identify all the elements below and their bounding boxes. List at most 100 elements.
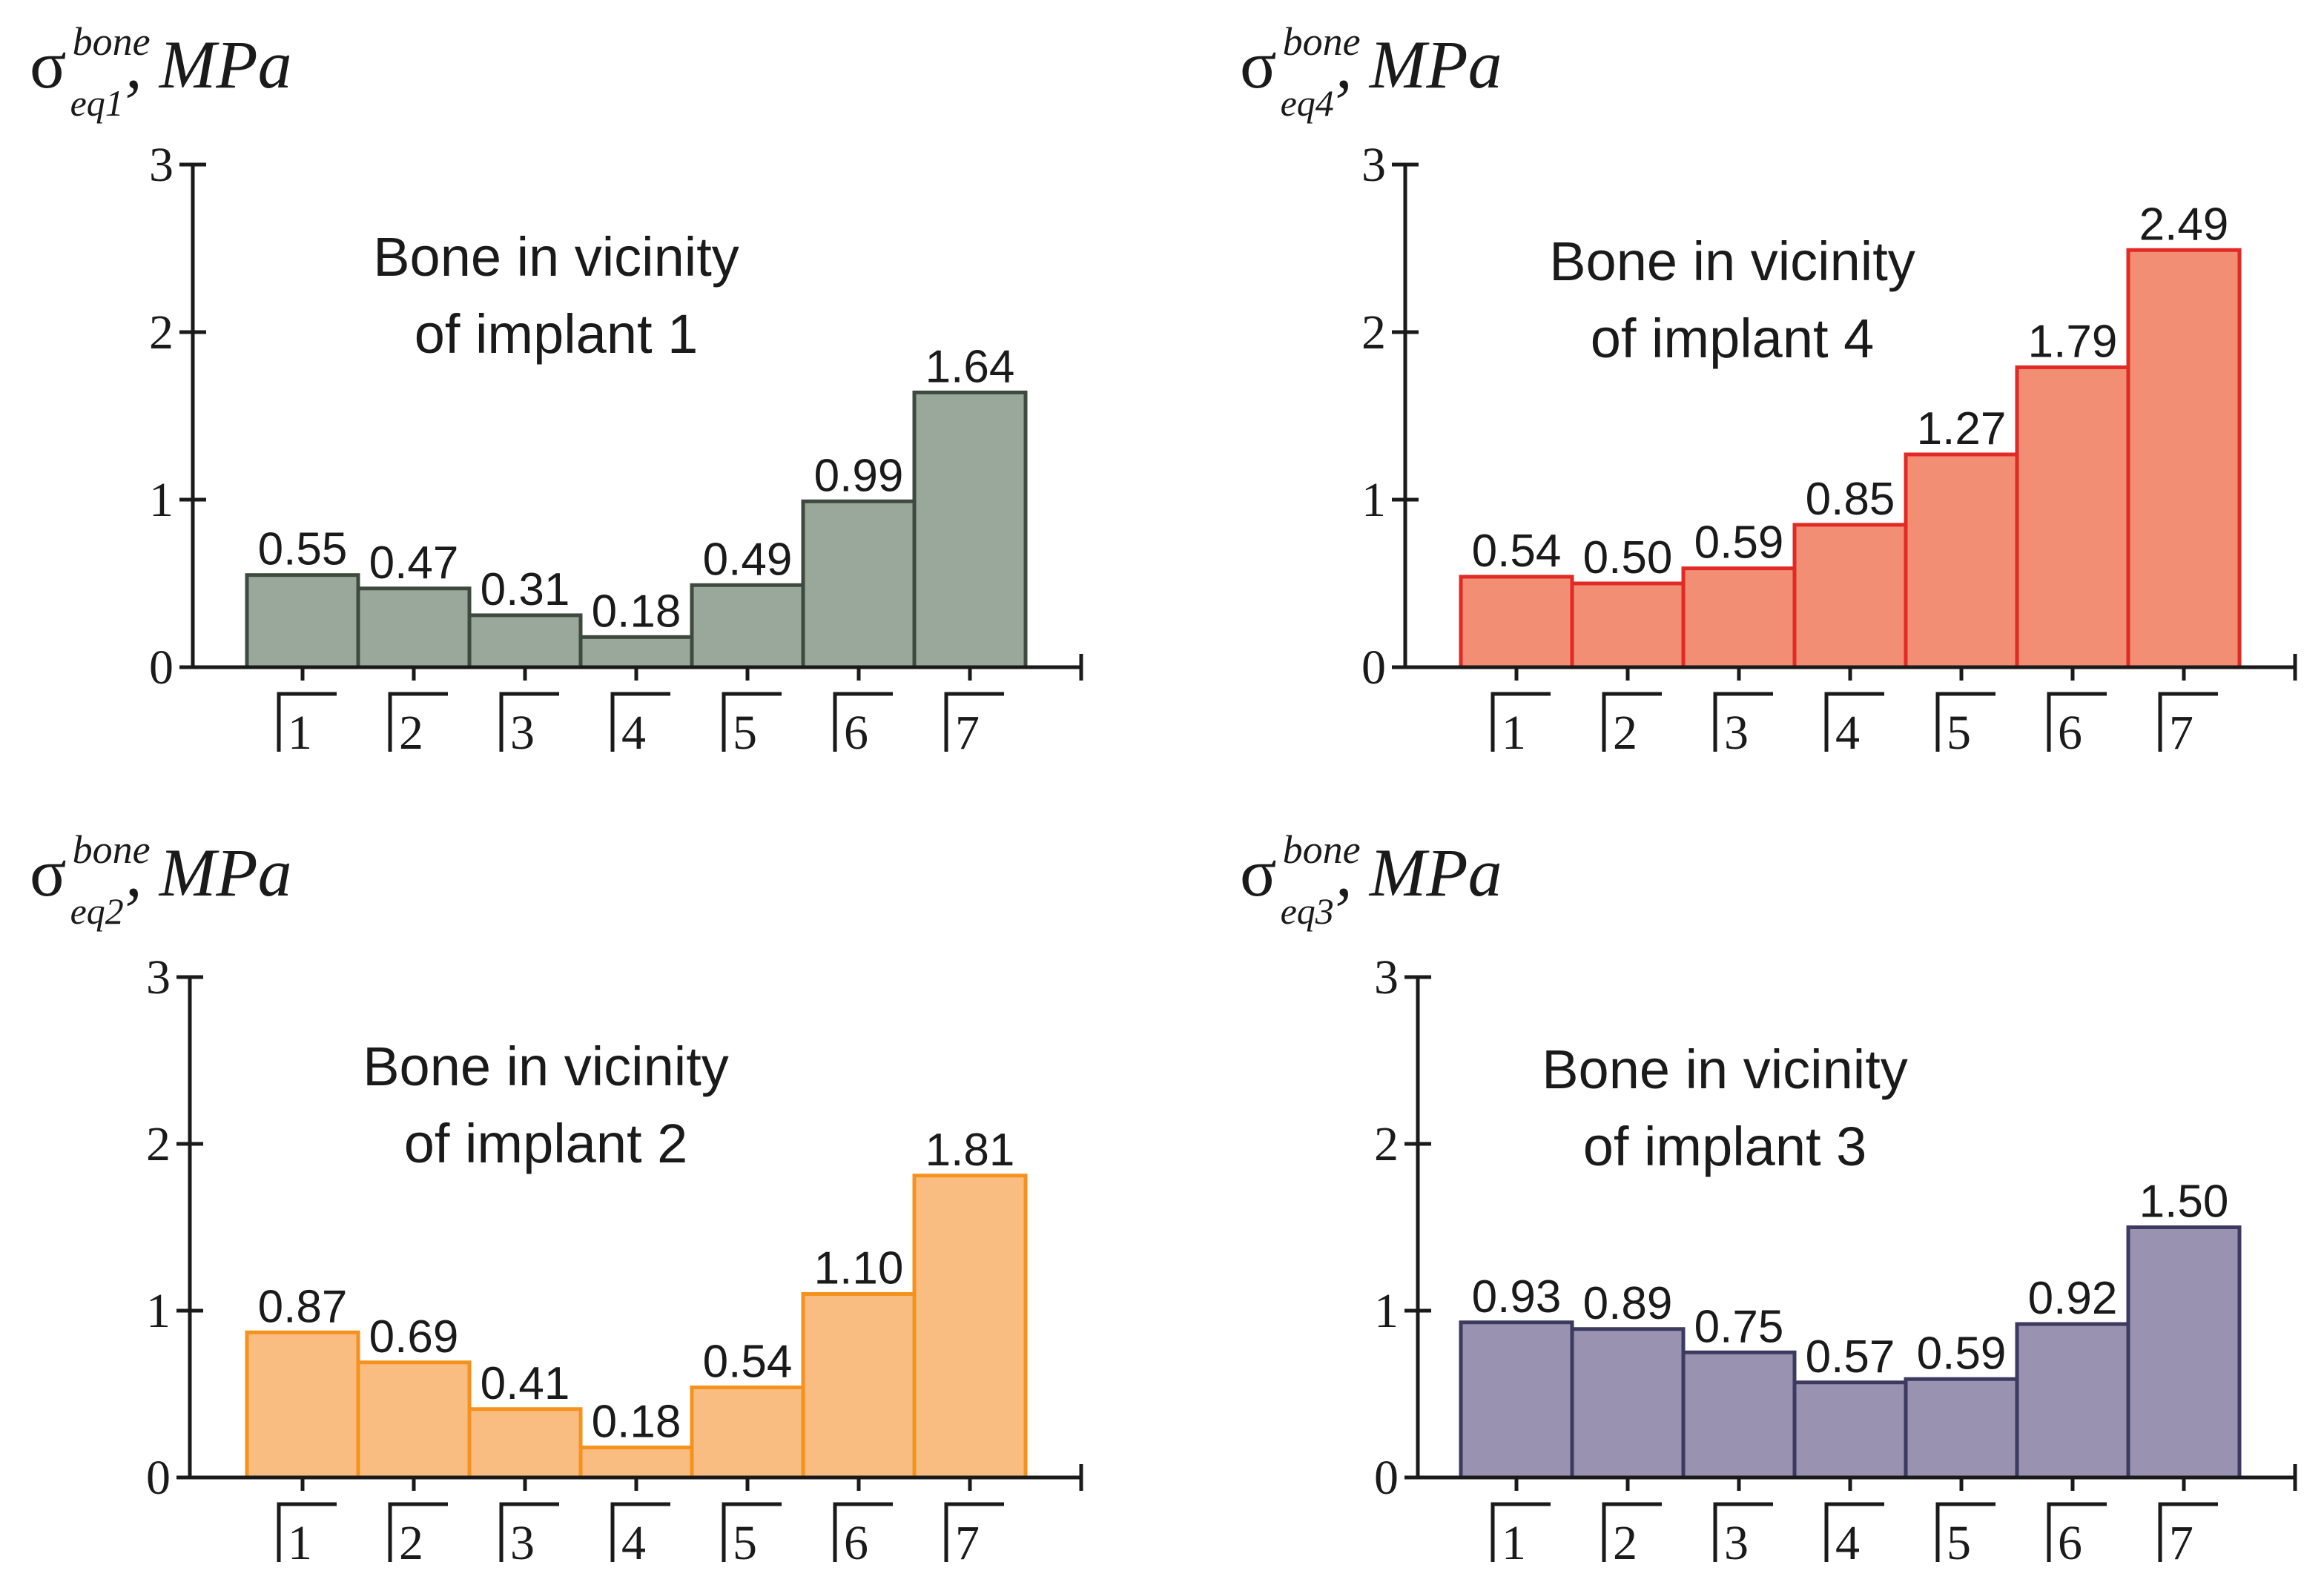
data-label: 0.18 xyxy=(592,1397,681,1448)
y-tick-label: 1 xyxy=(1374,1284,1399,1338)
chart-title-line: of implant 3 xyxy=(1583,1116,1867,1177)
x-tick-bracket xyxy=(1602,1502,1662,1562)
x-tick-label: 5 xyxy=(733,1516,757,1570)
y-axis-symbol: σ xyxy=(1240,835,1277,910)
bar xyxy=(2126,248,2242,669)
y-tick-label: 0 xyxy=(1361,641,1386,695)
x-tick-label: 1 xyxy=(1502,706,1526,760)
y-axis-superscript: bone xyxy=(1283,827,1361,872)
y-axis-superscript: bone xyxy=(73,827,151,872)
bar xyxy=(2015,365,2130,669)
bar xyxy=(690,1386,805,1480)
data-label: 2.49 xyxy=(2139,199,2229,250)
x-tick-label: 4 xyxy=(1835,1516,1860,1570)
bar xyxy=(1904,452,2019,669)
y-tick-label: 1 xyxy=(149,473,174,527)
data-label: 0.69 xyxy=(369,1311,459,1363)
data-label: 0.92 xyxy=(2028,1273,2118,1324)
y-axis-subscript: eq1 xyxy=(70,82,124,124)
x-tick-label: 2 xyxy=(1613,706,1637,760)
y-axis-symbol: σ xyxy=(30,835,67,910)
bar xyxy=(801,1292,917,1480)
data-label: 0.49 xyxy=(703,534,793,585)
y-tick-label: 3 xyxy=(149,138,174,192)
y-tick-label: 2 xyxy=(1361,305,1386,360)
x-tick-bracket xyxy=(722,1502,782,1562)
x-tick-bracket xyxy=(388,1502,448,1562)
data-label: 0.59 xyxy=(1917,1328,2007,1379)
y-tick-label: 3 xyxy=(146,950,171,1005)
data-label: 1.79 xyxy=(2028,316,2118,367)
y-tick-label: 0 xyxy=(1374,1451,1399,1505)
x-tick-label: 4 xyxy=(621,1516,646,1570)
y-tick-label: 1 xyxy=(1361,473,1386,527)
bar xyxy=(1459,1320,1574,1480)
y-tick-label: 2 xyxy=(1374,1117,1399,1171)
x-tick-label: 3 xyxy=(510,1516,535,1570)
data-label: 0.93 xyxy=(1472,1271,1562,1323)
data-label: 0.31 xyxy=(481,564,570,615)
x-tick-bracket xyxy=(1935,692,1995,752)
chart-implant1: σ bone eq1, MPa 0.55 0.47 0.31 0.18 0.49 0.99 1.6… xyxy=(30,19,1083,760)
data-label: 1.27 xyxy=(1917,403,2007,454)
y-axis-unit: , MPa xyxy=(1336,27,1502,102)
x-tick-bracket xyxy=(2158,692,2218,752)
y-tick-label: 2 xyxy=(146,1117,171,1171)
data-label: 0.89 xyxy=(1583,1278,1673,1329)
x-tick-bracket xyxy=(388,692,448,752)
data-label: 0.54 xyxy=(703,1337,793,1388)
y-tick-label: 3 xyxy=(1361,138,1386,192)
x-tick-bracket xyxy=(1602,692,1662,752)
y-axis-unit: , MPa xyxy=(125,835,292,910)
x-tick-label: 4 xyxy=(1835,706,1860,760)
x-tick-label: 5 xyxy=(1947,706,1971,760)
x-tick-label: 3 xyxy=(510,706,535,760)
data-label: 1.64 xyxy=(925,341,1015,392)
x-tick-bracket xyxy=(2047,1502,2107,1562)
data-label: 0.85 xyxy=(1806,474,1895,525)
bar xyxy=(578,635,694,669)
chart-title-line: Bone in vicinity xyxy=(373,226,739,288)
chart-title-line: Bone in vicinity xyxy=(1549,231,1915,292)
chart-implant2: σ bone eq2, MPa 0.87 0.69 0.41 0.18 0.54 1.10 1.8… xyxy=(30,827,1083,1570)
data-label: 0.18 xyxy=(592,586,681,637)
x-tick-bracket xyxy=(2047,692,2107,752)
x-tick-label: 6 xyxy=(844,1516,868,1570)
data-label: 1.10 xyxy=(814,1243,904,1294)
x-tick-label: 6 xyxy=(844,706,868,760)
y-axis-subscript: eq3 xyxy=(1281,890,1334,932)
x-tick-bracket xyxy=(1491,1502,1551,1562)
y-tick-label: 2 xyxy=(149,305,174,360)
data-label: 0.75 xyxy=(1694,1301,1784,1352)
x-tick-bracket xyxy=(499,1502,559,1562)
y-tick-label: 0 xyxy=(146,1451,171,1505)
x-tick-label: 4 xyxy=(621,706,646,760)
y-axis-symbol: σ xyxy=(1240,27,1277,102)
data-label: 0.54 xyxy=(1472,526,1562,577)
bar xyxy=(690,583,805,669)
x-tick-label: 1 xyxy=(1502,1516,1526,1570)
bar xyxy=(356,586,472,669)
x-tick-bracket xyxy=(833,692,893,752)
x-tick-bracket xyxy=(944,692,1004,752)
x-tick-bracket xyxy=(722,692,782,752)
x-tick-label: 7 xyxy=(2169,1516,2193,1570)
data-label: 0.99 xyxy=(814,450,904,501)
x-tick-label: 1 xyxy=(288,1516,312,1570)
x-tick-bracket xyxy=(277,692,337,752)
x-tick-label: 2 xyxy=(1613,1516,1637,1570)
y-tick-label: 1 xyxy=(146,1284,171,1338)
y-axis-superscript: bone xyxy=(1283,19,1361,64)
data-label: 1.81 xyxy=(925,1125,1015,1176)
x-tick-bracket xyxy=(944,1502,1004,1562)
data-label: 0.41 xyxy=(481,1358,570,1409)
x-tick-bracket xyxy=(2158,1502,2218,1562)
bar xyxy=(467,613,583,669)
x-tick-label: 6 xyxy=(2058,706,2082,760)
x-tick-label: 7 xyxy=(955,1516,980,1570)
x-tick-bracket xyxy=(1935,1502,1995,1562)
x-tick-bracket xyxy=(833,1502,893,1562)
y-axis-unit: , MPa xyxy=(125,27,292,102)
x-tick-bracket xyxy=(1824,692,1884,752)
